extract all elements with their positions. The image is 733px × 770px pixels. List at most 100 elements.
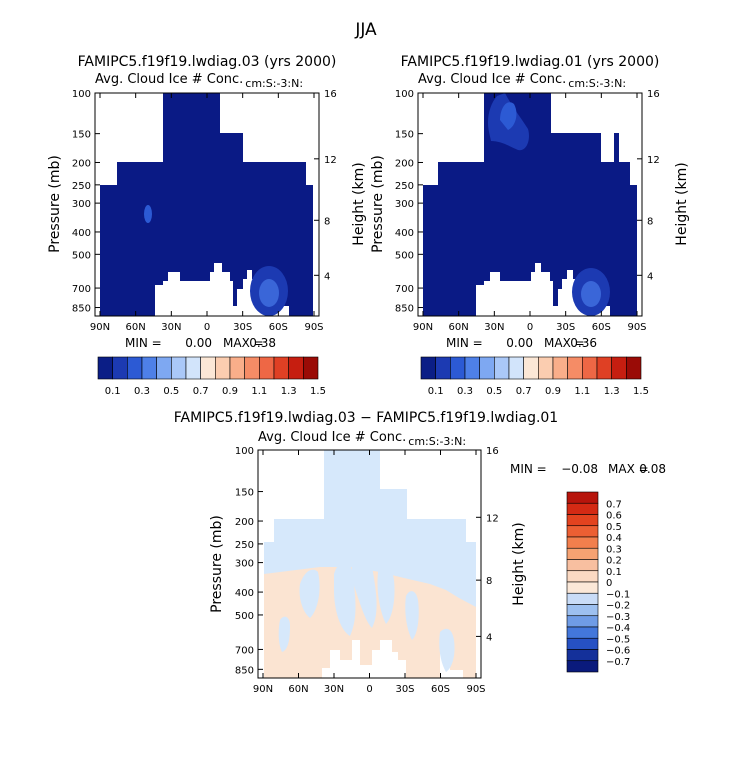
y-tick-label: 250 [72,181,91,192]
colorbar-swatch [566,570,599,583]
colorbar-swatch [229,356,245,380]
colorbar-swatch [508,356,524,380]
panel-1-title: FAMIPC5.f19f19.lwdiag.03 (yrs 2000) [78,54,337,70]
y-tick-label: 300 [72,199,91,210]
x-tick-label: 60N [449,322,469,333]
colorbar-swatch [566,525,599,538]
panel-3-colorbar: 0.70.60.50.40.30.20.10−0.1−0.2−0.3−0.4−0… [566,491,630,673]
colorbar-swatch [566,626,599,639]
colorbar-swatch [112,356,128,380]
colorbar-label: 0.4 [606,533,622,544]
x-tick-label: 0 [366,684,372,695]
panel-3-min-value: −0.08 [561,462,598,476]
colorbar-swatch [566,502,599,515]
panel-3-negative-patch-4 [377,567,395,624]
y2-tick-label: 12 [486,513,499,524]
colorbar-label: 1.5 [310,386,326,397]
colorbar-swatch [566,637,599,650]
panel-1-subtitle: Avg. Cloud Ice # Conc. cm:S:-3:N: [95,72,303,90]
colorbar-swatch [566,547,599,560]
x-tick-label: 60N [288,684,308,695]
colorbar-swatch [626,356,642,380]
panel-1-ylabel: Pressure (mb) [47,155,63,253]
y-tick-label: 400 [395,228,414,239]
x-tick-label: 60S [431,684,450,695]
panel-1-min-label: MIN = [125,336,162,350]
colorbar-label: 0.5 [163,386,179,397]
panel-2-upper-feature-core [500,102,517,130]
colorbar-swatch [141,356,157,380]
colorbar-swatch [566,649,599,662]
x-tick-label: 90S [627,322,646,333]
y-tick-label: 100 [72,89,91,100]
y2-tick-label: 4 [486,632,492,643]
colorbar-swatch [450,356,466,380]
y2-tick-label: 8 [647,216,653,227]
panel-2-title: FAMIPC5.f19f19.lwdiag.01 (yrs 2000) [401,54,660,70]
colorbar-swatch [566,581,599,594]
colorbar-label: 0.3 [606,544,622,555]
colorbar-swatch [259,356,275,380]
y-tick-label: 400 [235,588,254,599]
panel-3-axes: 90N 60N 30N 0 30S 60S 90S 100 150 200 250 300 400 500… [235,446,499,695]
panel-2-max-label: MAX = [544,336,585,350]
colorbar-swatch [479,356,495,380]
colorbar-label: 0 [606,578,612,589]
colorbar-label: −0.6 [606,646,630,657]
colorbar-swatch [127,356,143,380]
panel-3-title: FAMIPC5.f19f19.lwdiag.03 − FAMIPC5.f19f1… [174,410,558,426]
y-tick-label: 100 [395,89,414,100]
panel-2-local-feature-core [581,281,601,307]
panel-2-min-label: MIN = [446,336,483,350]
colorbar-label: 0.7 [606,499,622,510]
x-tick-label: 30N [484,322,504,333]
colorbar-swatch [200,356,216,380]
panel-1-small-feature [144,205,152,223]
y-tick-label: 850 [72,304,91,315]
y2-tick-label: 4 [647,271,653,282]
y-tick-label: 700 [235,645,254,656]
y-tick-label: 150 [395,130,414,141]
panel-1-min-value: 0.00 [185,336,212,350]
colorbar-swatch [185,356,201,380]
panel-3-negative-patch-6 [278,616,290,652]
panel-1-colorbar: 0.1 0.3 0.5 0.7 0.9 1.1 1.3 1.5 [97,356,326,397]
x-tick-label: 60S [269,322,288,333]
colorbar-swatch [171,356,187,380]
y2-tick-label: 12 [324,155,337,166]
x-tick-label: 30S [233,322,252,333]
colorbar-label: 0.3 [457,386,473,397]
colorbar-swatch [303,356,319,380]
y-tick-label: 150 [235,488,254,499]
x-tick-label: 30N [324,684,344,695]
y-tick-label: 850 [235,665,254,676]
colorbar-label: 1.1 [574,386,590,397]
x-tick-label: 30S [556,322,575,333]
panel-2-subtitle: Avg. Cloud Ice # Conc. cm:S:-3:N: [418,72,626,90]
y-tick-label: 700 [395,284,414,295]
colorbar-label: 0.5 [486,386,502,397]
colorbar-label: −0.1 [606,589,630,600]
colorbar-swatch [566,536,599,549]
colorbar-label: 0.3 [134,386,150,397]
colorbar-label: 0.1 [105,386,121,397]
colorbar-swatch [566,615,599,628]
colorbar-swatch [244,356,260,380]
colorbar-label: 0.1 [428,386,444,397]
x-tick-label: 90N [253,684,273,695]
x-tick-label: 90S [304,322,323,333]
colorbar-swatch [552,356,568,380]
panel-2-cloud-ice-field [423,93,637,316]
colorbar-swatch [156,356,172,380]
panel-1-max-label: MAX = [223,336,264,350]
colorbar-swatch [523,356,539,380]
colorbar-label: −0.3 [606,612,630,623]
colorbar-swatch [464,356,480,380]
y-tick-label: 200 [72,158,91,169]
colorbar-label: 1.5 [633,386,649,397]
y2-tick-label: 16 [324,89,337,100]
colorbar-label: 0.1 [606,567,622,578]
colorbar-swatch [97,356,113,380]
colorbar-swatch [420,356,436,380]
panel-2: FAMIPC5.f19f19.lwdiag.01 (yrs 2000) Avg.… [370,54,690,397]
